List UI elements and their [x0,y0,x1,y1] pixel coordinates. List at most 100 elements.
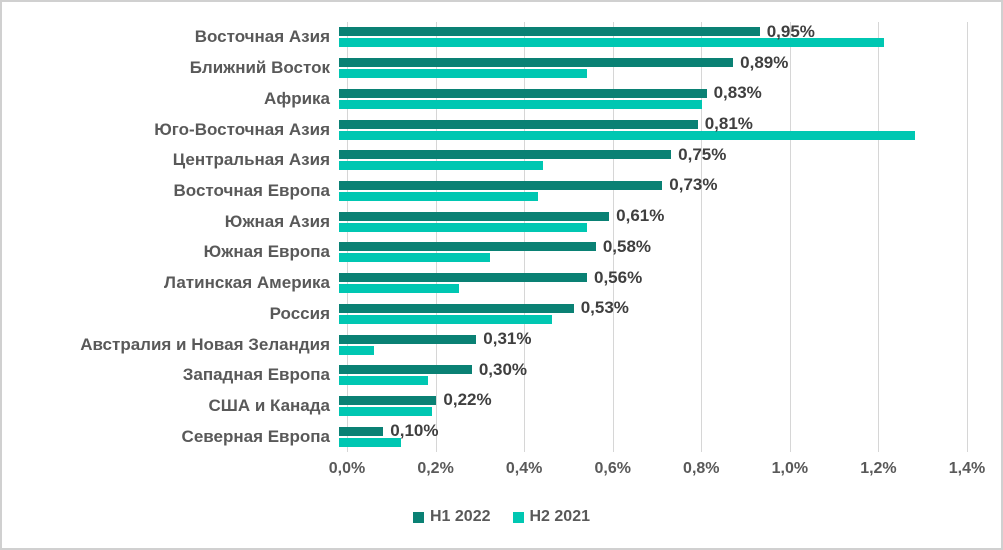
bar-h1-2022 [339,242,596,252]
bar-h1-2022 [339,273,587,283]
category-label: Западная Европа [182,365,330,385]
category-label: Ближний Восток [189,58,330,78]
category-label: Африка [264,88,330,108]
chart-row: Восточная Европа 0,73% [2,175,967,207]
bar-h1-2022 [339,27,760,37]
bar-group: 0,56% [339,268,959,299]
bar-rows: Восточная Азия 0,95% Ближний Восток 0,89% Аф… [2,22,967,452]
bar-group: 0,89% [339,53,959,84]
gridline [347,22,348,452]
data-label: 0,22% [443,390,492,410]
bar-h2-2021 [339,69,587,79]
x-tick-label: 1,4% [948,460,986,477]
gridline [789,22,791,452]
chart-row: Африка 0,83% [2,83,967,114]
data-label: 0,73% [669,175,718,195]
chart-row: США и Канада 0,22% [2,390,967,422]
bar-h2-2021 [339,99,703,109]
category-label: Южная Европа [203,242,330,262]
chart-row: Южная Азия 0,61% [2,206,967,237]
x-axis: 0,0% 0,2% 0,4% 0,6% 0,8% 1,0% 1,2% 1,4% [329,460,985,482]
bar-group: 0,61% [339,206,959,237]
bar-group: 0,30% [339,360,959,391]
bar-group: 0,83% [339,83,959,114]
chart-row: Восточная Азия 0,95% [2,22,967,53]
bar-h1-2022 [339,150,672,160]
bar-group: 0,10% [339,421,959,452]
bar-h2-2021 [339,345,375,355]
bar-h2-2021 [339,38,884,48]
legend: H1 2022 H2 2021 [2,508,1001,526]
gridline [701,22,703,452]
x-tick-label: 1,0% [771,460,809,477]
bar-group: 0,81% [339,114,959,145]
bar-h1-2022 [339,426,384,436]
gridline [612,22,614,452]
gridlines [347,22,968,452]
x-tick-label: 0,4% [505,460,543,477]
chart-row: Латинская Америка 0,56% [2,268,967,299]
bar-h1-2022 [339,180,663,190]
chart-row: Австралия и Новая Зеландия 0,31% [2,329,967,360]
gridline [524,22,526,452]
x-tick-label: 0,2% [417,460,454,477]
chart-row: Россия 0,53% [2,298,967,329]
data-label: 0,31% [483,329,532,349]
data-label: 0,83% [713,83,762,103]
chart-row: Южная Европа 0,58% [2,237,967,268]
bar-group: 0,53% [339,298,959,329]
bar-group: 0,95% [339,22,959,53]
bar-h2-2021 [339,314,552,324]
bar-h2-2021 [339,222,587,232]
legend-swatch-icon [413,511,424,523]
bar-group: 0,75% [339,145,959,176]
legend-item-h2-2021: H2 2021 [512,508,591,526]
bar-group: 0,58% [339,237,959,268]
category-label: Восточная Европа [173,180,330,200]
chart-row: Юго-Восточная Азия 0,81% [2,114,967,145]
bar-h2-2021 [339,130,915,140]
legend-item-h1-2022: H1 2022 [413,508,491,526]
data-label: 0,75% [678,144,727,164]
category-label: Австралия и Новая Зеландия [80,334,330,354]
gridline [435,22,437,452]
category-label: Восточная Азия [194,27,330,47]
bar-h2-2021 [339,253,490,263]
category-label: Россия [269,303,330,323]
data-label: 0,10% [390,421,439,441]
chart-row: Центральная Азия 0,75% [2,145,967,176]
category-label: США и Канада [208,395,330,415]
bar-h2-2021 [339,284,459,294]
bar-group: 0,73% [339,175,959,207]
data-label: 0,61% [616,206,665,226]
bar-h2-2021 [339,191,539,201]
bar-group: 0,31% [339,329,959,360]
x-tick-label: 0,6% [594,460,631,477]
category-label: Центральная Азия [172,150,330,170]
x-tick-label: 0,0% [328,460,366,477]
bar-h2-2021 [339,376,428,386]
bar-h2-2021 [339,406,432,416]
chart-row: Северная Европа 0,10% [2,421,967,452]
chart-row: Западная Европа 0,30% [2,360,967,391]
x-tick-label: 0,8% [683,460,720,477]
data-label: 0,81% [704,114,753,134]
data-label: 0,95% [766,21,815,41]
bar-h1-2022 [339,58,734,68]
bar-h2-2021 [339,161,543,171]
legend-label: H1 2022 [430,508,491,525]
category-label: Латинская Америка [163,273,330,293]
bar-h1-2022 [339,395,437,405]
x-tick-label: 1,2% [860,460,897,477]
bar-h1-2022 [339,334,477,344]
bar-group: 0,22% [339,390,959,422]
gridline [967,22,968,452]
legend-label: H2 2021 [529,508,591,525]
data-label: 0,30% [478,359,528,379]
bar-h1-2022 [339,303,574,313]
category-label: Юго-Восточная Азия [154,119,330,139]
category-label: Северная Европа [181,426,330,446]
bar-h2-2021 [339,437,401,447]
chart-row: Ближний Восток 0,89% [2,53,967,84]
